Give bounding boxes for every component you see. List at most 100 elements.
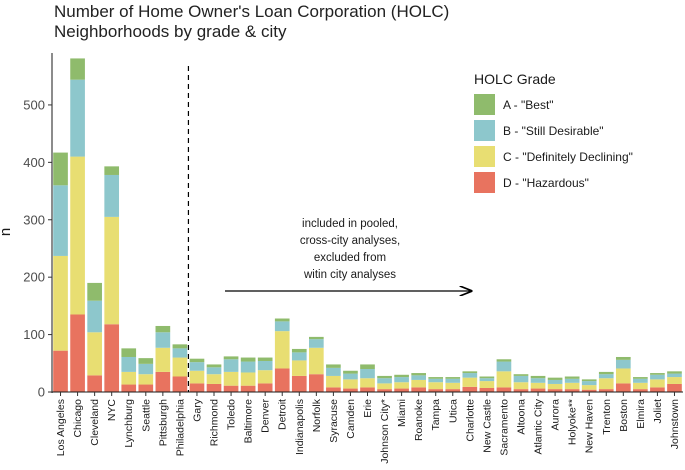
bar-camden-a	[343, 370, 358, 374]
bar-johnson-city-c	[377, 383, 392, 390]
x-tick-label-detroit: Detroit	[277, 399, 289, 430]
bar-holyoke-c	[564, 382, 580, 390]
bar-camden-c	[343, 379, 358, 389]
bar-altoona-a	[513, 374, 529, 376]
bar-altoona-d	[513, 389, 529, 392]
annotation-line-3: excluded from	[314, 252, 386, 264]
bar-joliet-a	[650, 373, 665, 375]
x-tick-label-denver: Denver	[260, 399, 272, 433]
x-tick-label-seattle: Seattle	[140, 399, 152, 432]
legend-label-c: C - "Definitely Declining"	[503, 150, 633, 164]
bar-trenton-b	[598, 374, 614, 379]
bar-chicago-c	[70, 156, 85, 315]
bar-los-angeles-b	[53, 185, 68, 256]
bar-elmira-a	[633, 377, 648, 379]
y-tick-label: 500	[23, 97, 45, 112]
bar-new-castle-c	[479, 381, 495, 388]
bar-utica-a	[445, 377, 461, 379]
bar-richmond-a	[206, 364, 222, 368]
bar-aurora-a	[547, 377, 563, 380]
bar-baltimore-d	[240, 385, 256, 392]
bar-roanoke-a	[411, 373, 426, 376]
bar-norfolk-d	[309, 374, 324, 392]
bar-joliet-c	[650, 379, 665, 388]
bar-toledo-b	[223, 359, 239, 372]
bar-joliet-d	[650, 387, 665, 392]
bar-new-haven-a	[581, 379, 597, 382]
bar-new-castle-b	[479, 378, 495, 382]
x-tick-label-joliet: Joliet	[652, 399, 664, 424]
bar-camden-d	[343, 388, 358, 392]
bar-utica-c	[445, 382, 461, 390]
legend-title: HOLC Grade	[474, 71, 556, 87]
bar-charlotte-a	[462, 371, 478, 374]
bars-layer	[53, 58, 682, 392]
bar-indianapolis-b	[291, 352, 307, 361]
bar-elmira-b	[633, 378, 648, 383]
bar-cleveland-d	[87, 375, 102, 392]
bar-roanoke-c	[411, 379, 426, 388]
x-tick-label-tampa: Tampa	[430, 399, 442, 431]
bar-lynchburg-c	[121, 371, 137, 385]
bar-aurora-d	[547, 389, 563, 392]
bar-syracuse-d	[326, 387, 341, 392]
bar-holyoke-b	[564, 378, 580, 383]
y-tick-label: 0	[38, 385, 45, 400]
bar-gary-a	[189, 358, 205, 363]
bar-new-haven-d	[581, 389, 597, 392]
bar-cleveland-a	[87, 282, 102, 301]
bar-richmond-c	[206, 374, 222, 384]
legend-swatch-d	[474, 172, 495, 193]
bar-philadelphia-d	[172, 376, 188, 392]
bar-aurora-b	[547, 379, 563, 384]
bar-trenton-d	[598, 389, 614, 392]
legend-label-d: D - "Hazardous"	[503, 176, 589, 190]
bar-philadelphia-c	[172, 357, 188, 377]
bar-new-castle-a	[479, 376, 495, 379]
x-tick-label-syracuse: Syracuse	[328, 399, 340, 443]
chart-title: Number of Home Owner's Loan Corporation …	[54, 2, 449, 42]
bar-erie-c	[360, 378, 375, 388]
bar-utica-d	[445, 389, 461, 392]
bar-trenton-a	[598, 371, 614, 375]
x-tick-label-utica: Utica	[447, 399, 459, 423]
bar-miami-a	[394, 374, 409, 378]
bar-nyc-d	[104, 324, 120, 392]
bar-altoona-b	[513, 375, 529, 383]
bar-baltimore-b	[240, 361, 256, 373]
annotation: included in pooled, cross-city analyses,…	[225, 218, 471, 291]
bar-richmond-d	[206, 383, 222, 392]
bar-roanoke-b	[411, 375, 426, 380]
bar-seattle-a	[138, 358, 154, 364]
x-tick-label-boston: Boston	[618, 399, 630, 432]
bar-los-angeles-a	[53, 152, 68, 186]
bar-erie-b	[360, 369, 375, 379]
bar-indianapolis-c	[291, 360, 307, 376]
bar-gary-d	[189, 383, 205, 392]
bar-pittsburgh-b	[155, 332, 171, 348]
bar-new-haven-b	[581, 381, 597, 386]
x-tick-label-pittsburgh: Pittsburgh	[157, 399, 169, 446]
bar-atlantic-city-b	[530, 378, 546, 383]
bar-aurora-c	[547, 383, 563, 390]
chart-title-line-2: Neighborhoods by grade & city	[54, 22, 287, 41]
x-tick-label-trenton: Trenton	[601, 399, 613, 435]
x-tick-label-holyoke: Holyoke**	[567, 399, 579, 445]
annotation-line-2: cross-city analyses,	[300, 235, 400, 247]
legend-swatch-b	[474, 120, 495, 141]
x-tick-label-richmond: Richmond	[209, 399, 221, 446]
bar-sacramento-b	[496, 361, 512, 372]
x-tick-label-gary: Gary	[191, 398, 203, 422]
x-tick-label-norfolk: Norfolk	[311, 398, 323, 432]
bar-elmira-d	[633, 389, 648, 392]
bar-tampa-a	[428, 377, 444, 379]
x-tick-label-lynchburg: Lynchburg	[123, 399, 135, 448]
bar-johnson-city-a	[377, 375, 392, 379]
bar-lynchburg-a	[121, 348, 137, 357]
bar-chicago-b	[70, 79, 85, 157]
bar-sacramento-a	[496, 359, 512, 362]
x-tick-label-baltimore: Baltimore	[243, 399, 255, 444]
bar-detroit-c	[274, 331, 290, 369]
x-tick-label-roanoke: Roanoke	[413, 399, 425, 441]
